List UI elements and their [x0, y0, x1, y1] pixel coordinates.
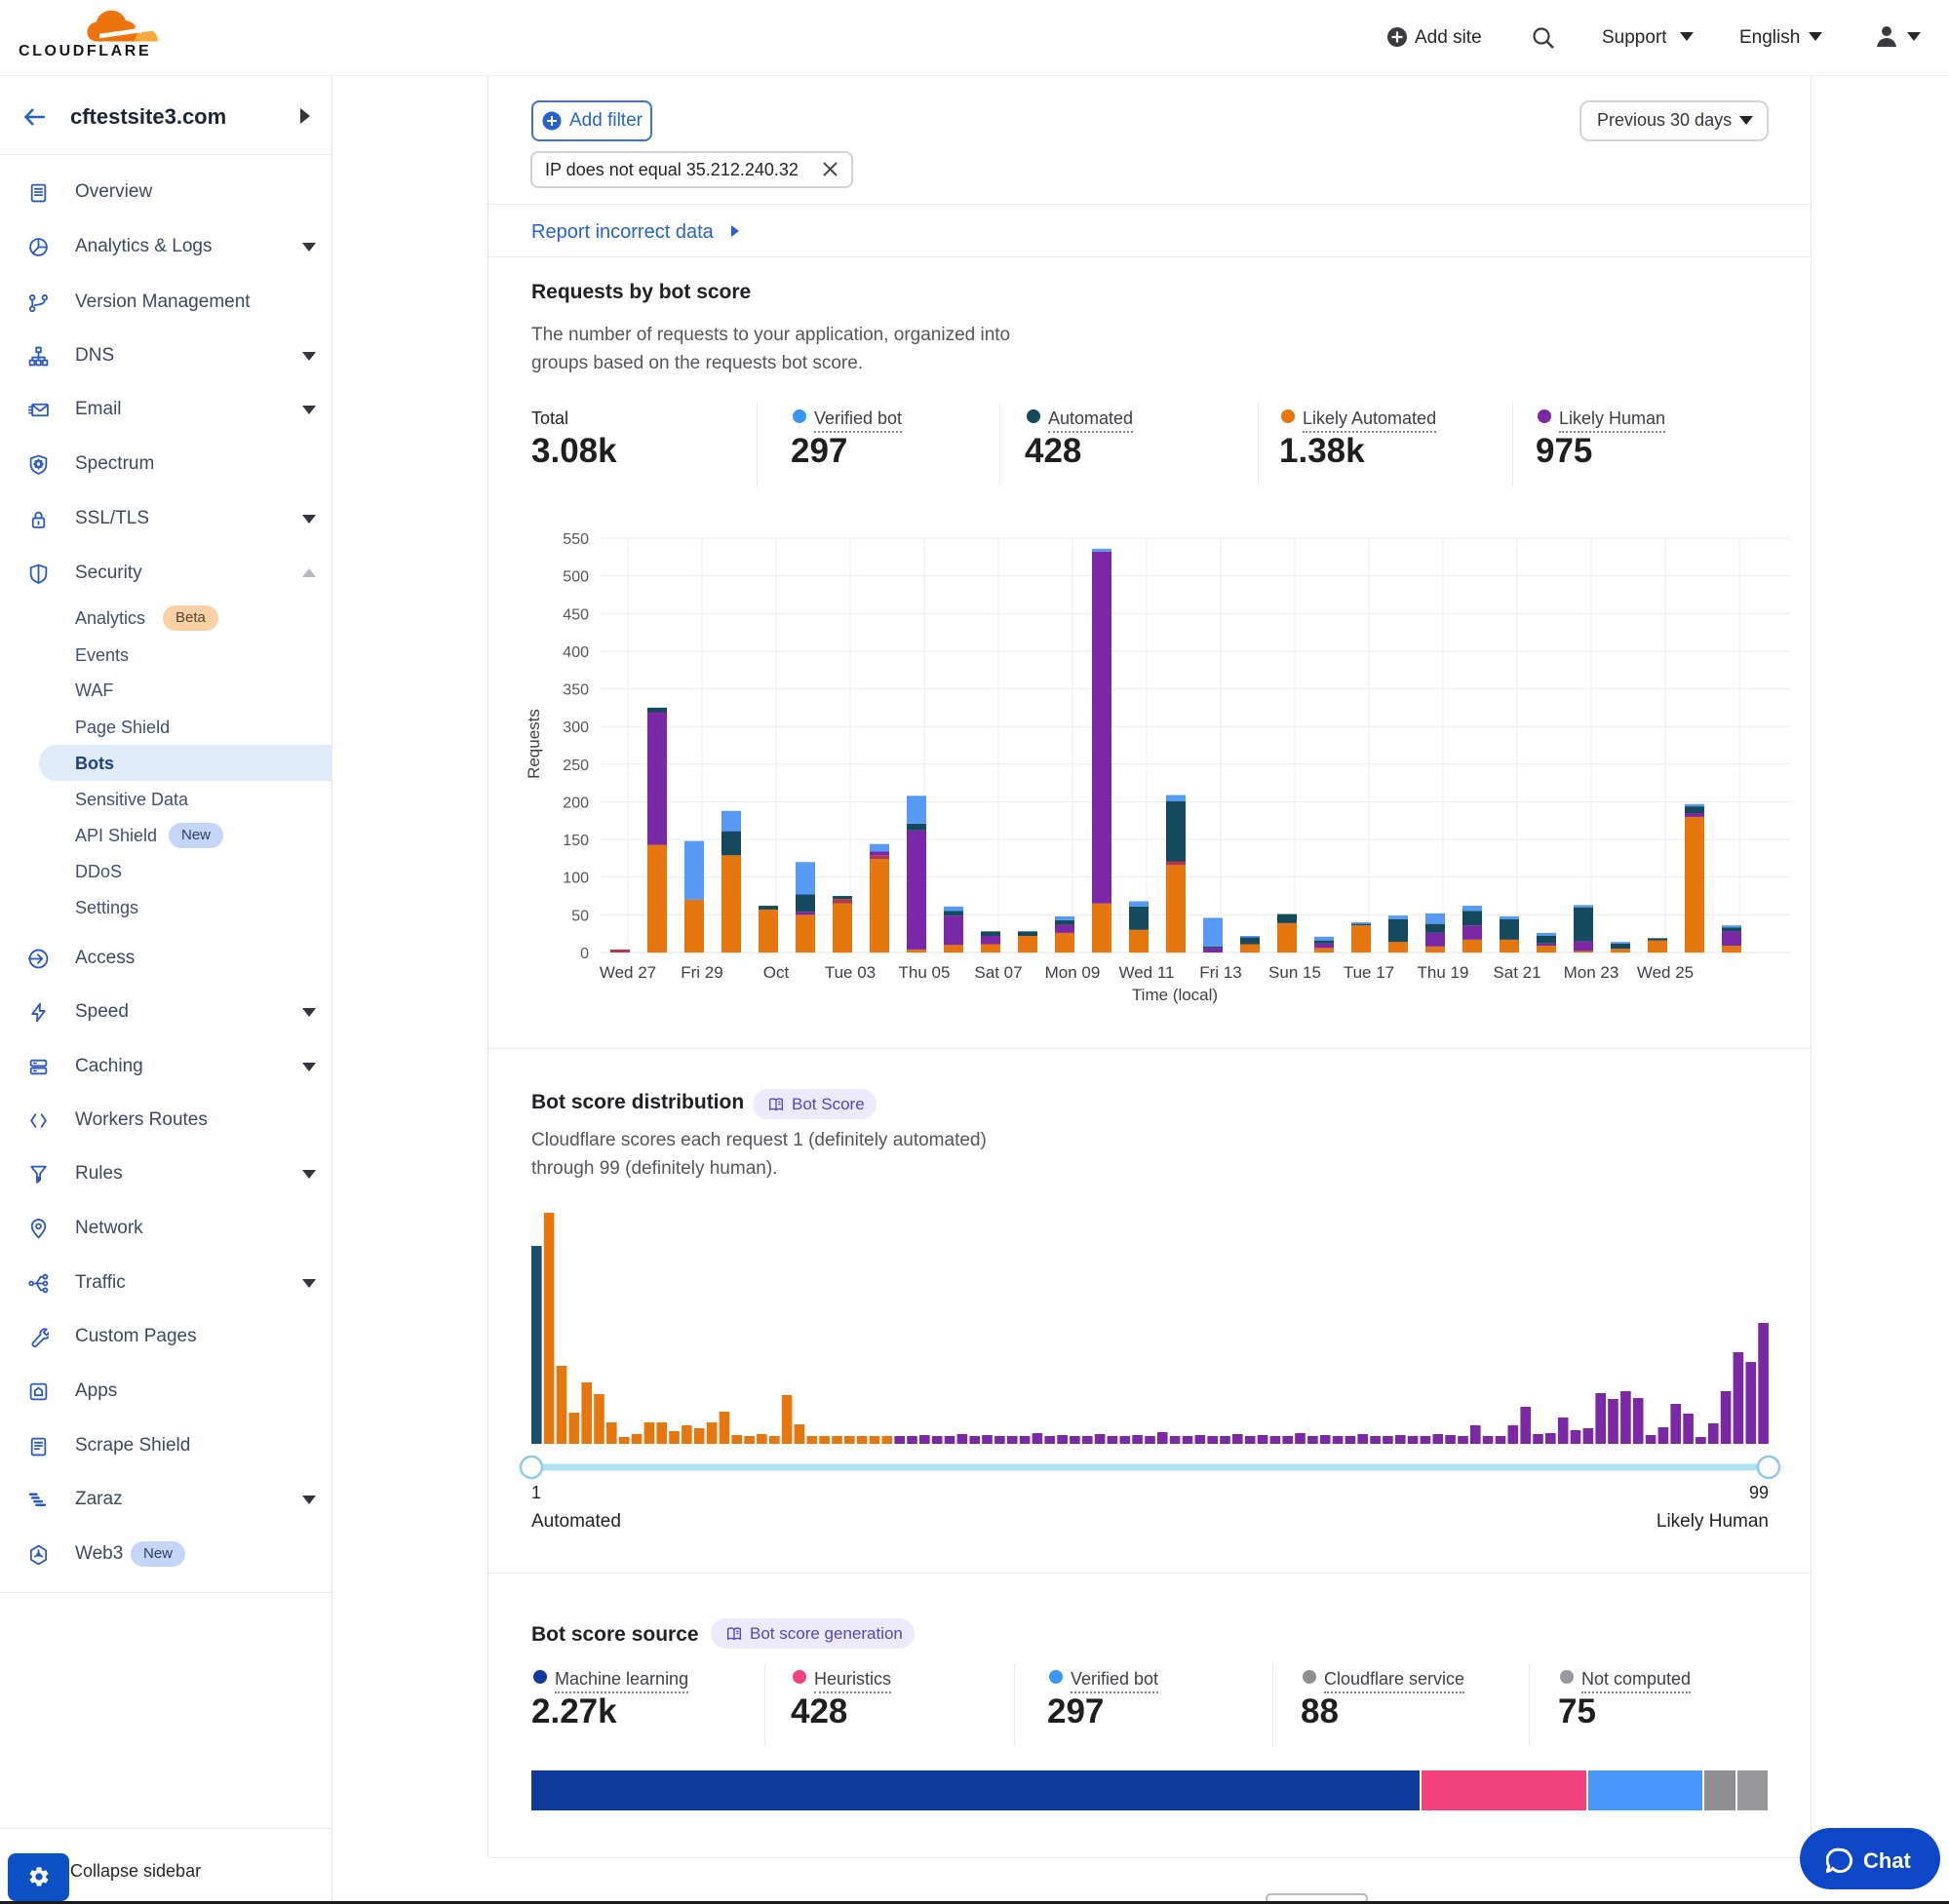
svg-text:Sat 07: Sat 07	[974, 963, 1022, 982]
svg-text:Mon 09: Mon 09	[1045, 963, 1101, 982]
svg-text:300: 300	[563, 719, 589, 736]
svg-text:Fri 29: Fri 29	[681, 963, 722, 982]
svg-text:Time (local): Time (local)	[1132, 986, 1218, 1004]
svg-text:Tue 03: Tue 03	[825, 963, 876, 982]
svg-text:350: 350	[563, 682, 589, 699]
svg-text:Likely Human: Likely Human	[1657, 1511, 1769, 1532]
svg-text:Wed 27: Wed 27	[600, 963, 656, 982]
svg-text:Thu 19: Thu 19	[1418, 963, 1469, 982]
svg-text:Sat 21: Sat 21	[1493, 963, 1540, 982]
svg-text:Automated: Automated	[531, 1511, 621, 1532]
svg-text:Thu 05: Thu 05	[899, 963, 951, 982]
svg-text:Fri 13: Fri 13	[1199, 963, 1241, 982]
svg-text:Mon 23: Mon 23	[1564, 963, 1619, 982]
svg-text:550: 550	[563, 531, 589, 548]
svg-text:50: 50	[571, 908, 589, 924]
svg-text:150: 150	[563, 833, 589, 849]
svg-text:Oct: Oct	[763, 963, 790, 982]
svg-text:400: 400	[563, 644, 589, 661]
svg-text:250: 250	[563, 758, 589, 774]
svg-text:1: 1	[531, 1483, 541, 1502]
svg-text:450: 450	[563, 606, 589, 623]
svg-text:Wed 25: Wed 25	[1637, 963, 1694, 982]
svg-text:Wed 11: Wed 11	[1118, 963, 1174, 982]
svg-text:Tue 17: Tue 17	[1344, 963, 1394, 982]
svg-text:Requests: Requests	[525, 709, 543, 779]
svg-text:500: 500	[563, 569, 589, 586]
svg-text:Sun 15: Sun 15	[1268, 963, 1321, 982]
svg-text:100: 100	[563, 871, 589, 887]
svg-text:0: 0	[580, 946, 589, 962]
svg-text:200: 200	[563, 796, 589, 812]
svg-text:99: 99	[1749, 1483, 1769, 1502]
